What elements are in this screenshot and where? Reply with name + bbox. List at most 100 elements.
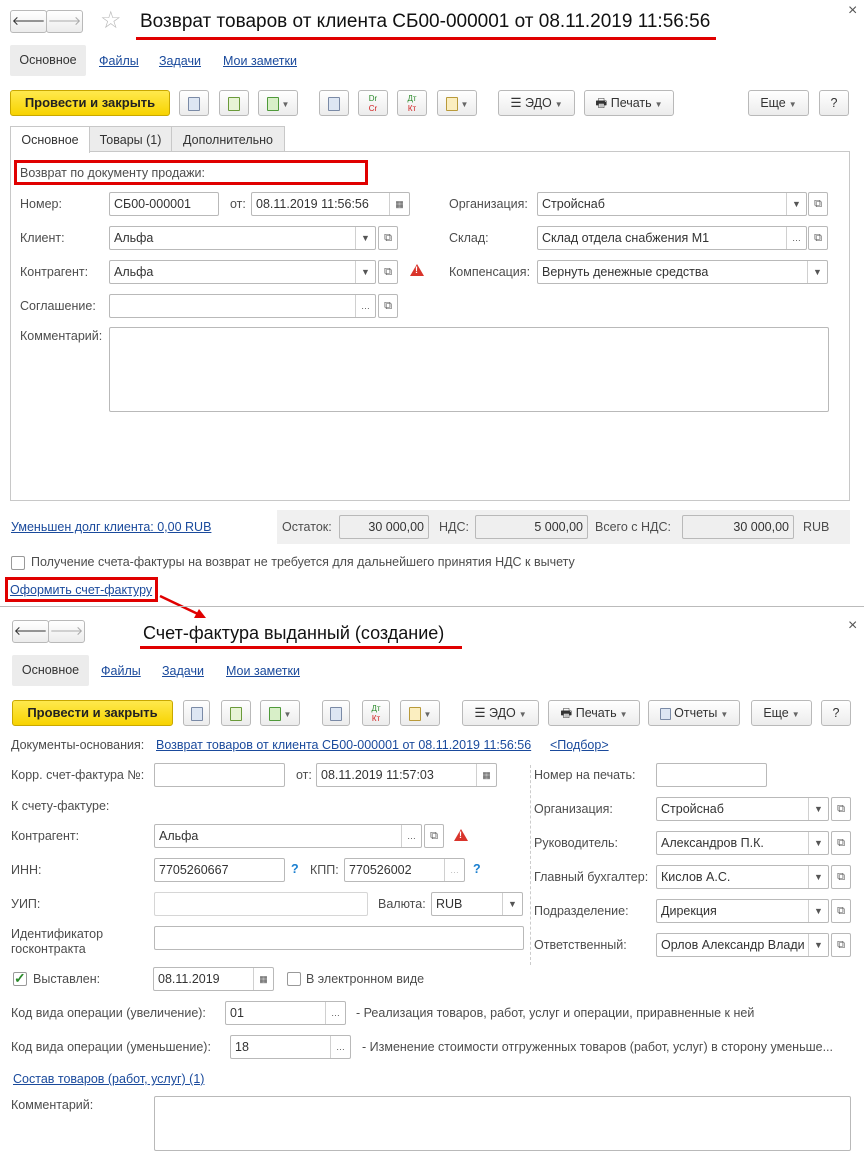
goods-link[interactable]: Состав товаров (работ, услуг) (1): [13, 1072, 205, 1086]
warning-icon[interactable]: !: [454, 829, 468, 841]
compensation-field[interactable]: Вернуть денежные средства ▼: [537, 260, 828, 284]
select-icon[interactable]: …: [444, 859, 464, 881]
kpp-field[interactable]: 770526002…: [344, 858, 465, 882]
open-org-button[interactable]: ⧉: [808, 192, 828, 216]
base-doc-link[interactable]: Возврат товаров от клиента СБ00-000001 о…: [156, 738, 532, 752]
dt-kt-button[interactable]: Дт Кт: [397, 90, 427, 116]
open-counterparty-button[interactable]: ⧉: [378, 260, 398, 284]
calendar-icon[interactable]: ▦: [253, 968, 273, 990]
uip-field[interactable]: [154, 892, 368, 916]
responsible-field[interactable]: Орлов Александр Влади ▼: [656, 933, 829, 957]
date-field[interactable]: 08.11.2019 11:57:03 ▦: [316, 763, 497, 787]
counterparty-field[interactable]: Альфа…: [154, 824, 422, 848]
select-icon[interactable]: …: [325, 1002, 345, 1024]
currency-field[interactable]: RUB ▼: [431, 892, 523, 916]
post-and-close-button[interactable]: Провести и закрыть: [12, 700, 173, 726]
nav-tasks[interactable]: Задачи: [162, 664, 204, 678]
warehouse-field[interactable]: Склад отдела снабжения М1…: [537, 226, 807, 250]
agreement-field[interactable]: …: [109, 294, 376, 318]
post-button[interactable]: [221, 700, 251, 726]
tab-main[interactable]: Основное: [10, 126, 90, 153]
create-invoice-link[interactable]: Оформить счет-фактуру: [10, 583, 153, 597]
dropdown-icon[interactable]: ▼: [808, 798, 828, 820]
op-inc-field[interactable]: 01…: [225, 1001, 346, 1025]
select-icon[interactable]: …: [401, 825, 421, 847]
tab-additional[interactable]: Дополнительно: [171, 126, 285, 152]
client-debt-link[interactable]: Уменьшен долг клиента: 0,00 RUB: [11, 520, 212, 534]
dt-kt-button[interactable]: Дт Кт: [362, 700, 390, 726]
calendar-icon[interactable]: ▦: [476, 764, 496, 786]
edo-button[interactable]: ☰ ЭДО ▼: [498, 90, 575, 116]
dropdown-icon[interactable]: ▼: [808, 866, 828, 888]
open-counterparty-button[interactable]: ⧉: [424, 824, 444, 848]
related-docs-button[interactable]: ▼: [400, 700, 440, 726]
issued-date-field[interactable]: 08.11.2019 ▦: [153, 967, 274, 991]
forward-button[interactable]: 🡒: [48, 620, 85, 643]
org-field[interactable]: Стройснаб ▼: [537, 192, 807, 216]
open-responsible-button[interactable]: ⧉: [831, 933, 851, 957]
client-field[interactable]: Альфа ▼: [109, 226, 376, 250]
post-and-close-button[interactable]: Провести и закрыть: [10, 90, 170, 116]
open-org-button[interactable]: ⧉: [831, 797, 851, 821]
open-accountant-button[interactable]: ⧉: [831, 865, 851, 889]
more-button[interactable]: Еще ▼: [748, 90, 809, 116]
favorite-star-icon[interactable]: ☆: [100, 7, 122, 34]
print-number-field[interactable]: [656, 763, 767, 787]
help-button[interactable]: ?: [821, 700, 851, 726]
accountant-field[interactable]: Кислов А.С. ▼: [656, 865, 829, 889]
open-warehouse-button[interactable]: ⧉: [808, 226, 828, 250]
select-icon[interactable]: …: [330, 1036, 350, 1058]
back-button[interactable]: 🡐: [12, 620, 49, 643]
more-button[interactable]: Еще ▼: [751, 700, 812, 726]
close-icon[interactable]: ×: [848, 2, 858, 19]
edo-button[interactable]: ☰ ЭДО ▼: [462, 700, 539, 726]
save-button[interactable]: [183, 700, 210, 726]
nav-tasks[interactable]: Задачи: [159, 54, 201, 68]
print-button[interactable]: 🖶 Печать ▼: [548, 700, 640, 726]
open-client-button[interactable]: ⧉: [378, 226, 398, 250]
nav-notes[interactable]: Мои заметки: [223, 54, 297, 68]
comment-field[interactable]: [109, 327, 829, 412]
structure-button[interactable]: [319, 90, 349, 116]
post-button[interactable]: [219, 90, 249, 116]
issued-checkbox[interactable]: ✓: [13, 970, 27, 986]
op-dec-field[interactable]: 18…: [230, 1035, 351, 1059]
create-based-button[interactable]: ▼: [258, 90, 298, 116]
open-division-button[interactable]: ⧉: [831, 899, 851, 923]
select-icon[interactable]: …: [355, 295, 375, 317]
reports-button[interactable]: Отчеты ▼: [648, 700, 740, 726]
date-field[interactable]: 08.11.2019 11:56:56 ▦: [251, 192, 410, 216]
nav-files[interactable]: Файлы: [101, 664, 141, 678]
tab-goods[interactable]: Товары (1): [89, 126, 172, 152]
create-based-button[interactable]: ▼: [260, 700, 300, 726]
help-button[interactable]: ?: [819, 90, 849, 116]
dropdown-icon[interactable]: ▼: [807, 261, 827, 283]
invoice-not-required-checkbox[interactable]: [11, 556, 25, 570]
corr-field[interactable]: [154, 763, 285, 787]
open-agreement-button[interactable]: ⧉: [378, 294, 398, 318]
kpp-help-icon[interactable]: ?: [473, 862, 481, 876]
close-icon[interactable]: ×: [848, 617, 858, 634]
save-button[interactable]: [179, 90, 209, 116]
dropdown-icon[interactable]: ▼: [808, 900, 828, 922]
nav-main[interactable]: Основное: [12, 655, 89, 686]
related-docs-button[interactable]: ▼: [437, 90, 477, 116]
org-field[interactable]: Стройснаб ▼: [656, 797, 829, 821]
structure-button[interactable]: [322, 700, 350, 726]
number-field[interactable]: СБ00-000001: [109, 192, 219, 216]
electronic-checkbox[interactable]: [287, 972, 301, 986]
dropdown-icon[interactable]: ▼: [786, 193, 806, 215]
dropdown-icon[interactable]: ▼: [355, 261, 375, 283]
nav-files[interactable]: Файлы: [99, 54, 139, 68]
forward-button[interactable]: 🡒: [46, 10, 83, 33]
inn-field[interactable]: 7705260667: [154, 858, 285, 882]
warning-icon[interactable]: !: [410, 264, 424, 276]
head-field[interactable]: Александров П.К. ▼: [656, 831, 829, 855]
contract-id-field[interactable]: [154, 926, 524, 950]
dropdown-icon[interactable]: ▼: [502, 893, 522, 915]
select-icon[interactable]: …: [786, 227, 806, 249]
dropdown-icon[interactable]: ▼: [355, 227, 375, 249]
comment-field[interactable]: [154, 1096, 851, 1151]
nav-main[interactable]: Основное: [10, 45, 86, 76]
inn-help-icon[interactable]: ?: [291, 862, 299, 876]
